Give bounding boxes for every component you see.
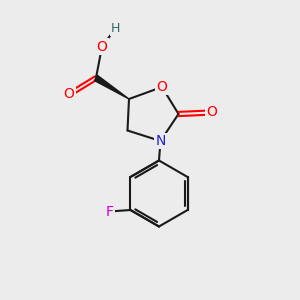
Text: F: F [105, 205, 113, 218]
Text: O: O [206, 106, 217, 119]
Text: O: O [157, 80, 167, 94]
Text: O: O [97, 40, 107, 53]
Text: O: O [64, 88, 74, 101]
Polygon shape [94, 76, 129, 99]
Text: N: N [155, 134, 166, 148]
Text: H: H [111, 22, 120, 35]
